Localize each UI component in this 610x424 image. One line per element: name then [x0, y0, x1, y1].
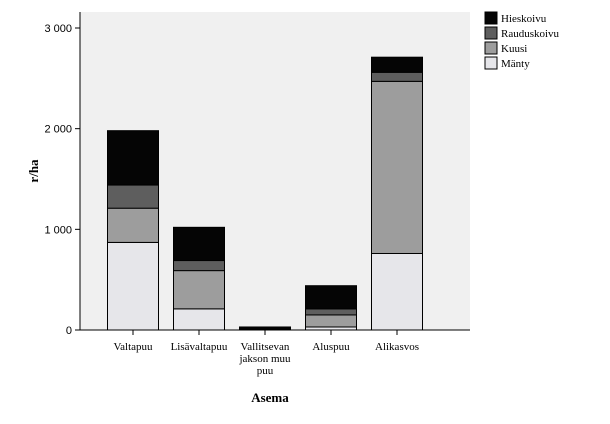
- y-tick-label: 0: [66, 325, 72, 337]
- x-axis: Valtapuu Lisävaltapuu Vallitsevan jakson mu…: [80, 329, 470, 377]
- x-tick-label: Valtapuu: [113, 341, 153, 353]
- y-tick-label: 3 000: [44, 23, 72, 35]
- x-tick-label: Lisävaltapuu: [171, 341, 228, 353]
- legend-swatch: [484, 11, 498, 25]
- bar-segment-m-nty: [173, 308, 225, 331]
- legend-swatch: [484, 56, 498, 70]
- bar-segment-kuusi: [107, 207, 159, 243]
- bar-segment-hieskoivu: [305, 285, 357, 310]
- legend-label: Mänty: [501, 58, 530, 70]
- y-tick-label: 1 000: [44, 224, 72, 236]
- y-tick-label: 2 000: [44, 124, 72, 136]
- x-tick-label: Alikasvos: [375, 341, 419, 353]
- bar-segment-m-nty: [107, 241, 159, 331]
- bar-segment-kuusi: [371, 80, 423, 254]
- legend: Hieskoivu Rauduskoivu Kuusi Mänty: [484, 11, 560, 70]
- x-tick-label: Vallitsevan jakson muu puu: [238, 341, 291, 377]
- bar-segment-rauduskoivu: [371, 71, 423, 82]
- bar-segment-hieskoivu: [239, 326, 291, 330]
- x-tick-label: Aluspuu: [312, 341, 350, 353]
- bars: [107, 56, 423, 331]
- bar-segment-hieskoivu: [371, 56, 423, 73]
- legend-swatch: [484, 41, 498, 55]
- y-axis: 0 1 000 2 000 3 000: [44, 12, 81, 337]
- legend-label: Hieskoivu: [501, 13, 547, 25]
- legend-label: Kuusi: [501, 43, 527, 55]
- bar-segment-rauduskoivu: [107, 184, 159, 209]
- legend-swatch: [484, 26, 498, 40]
- bar-segment-rauduskoivu: [173, 260, 225, 272]
- y-axis-title: r/ha: [26, 159, 41, 183]
- bar-segment-m-nty: [371, 252, 423, 331]
- x-axis-title: Asema: [251, 390, 289, 405]
- legend-label: Rauduskoivu: [501, 28, 560, 40]
- bar-segment-kuusi: [305, 314, 357, 328]
- bar-segment-kuusi: [173, 270, 225, 310]
- bar-segment-rauduskoivu: [305, 308, 357, 316]
- bar-segment-hieskoivu: [107, 130, 159, 186]
- bar-segment-hieskoivu: [173, 226, 225, 262]
